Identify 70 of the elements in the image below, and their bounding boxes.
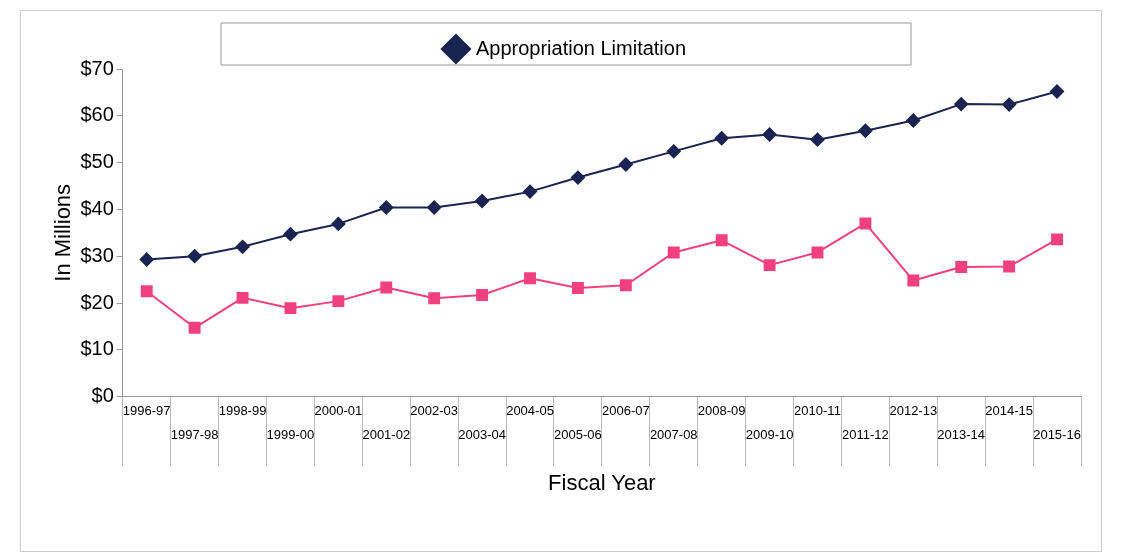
y-tick-label: $10 [80,337,114,360]
point [667,246,680,259]
x-tick-label: 2009-10 [745,426,794,442]
x-tick-label: 1997-98 [170,426,219,442]
point [666,144,681,159]
point [859,217,872,230]
point [619,279,632,292]
point [715,234,728,247]
point [235,239,250,254]
x-tick-label: 1998-99 [218,402,267,418]
point [284,302,297,315]
point [187,249,202,264]
y-tick-label: $70 [80,56,114,79]
point [1002,97,1017,112]
point [139,252,154,267]
x-tick-label: 2005-06 [554,426,602,442]
x-tick-label: 2003-04 [458,426,506,442]
x-tick-label: 2008-09 [697,402,746,418]
point [955,261,968,273]
x-tick-label: 2000-01 [314,402,363,418]
x-tick-label: 2013-14 [937,426,986,442]
x-tick-label: 1999-00 [266,426,315,442]
point [810,132,825,147]
point [1003,260,1016,273]
point [283,227,298,242]
point [475,193,490,208]
point [188,321,201,334]
x-axis-title: Fiscal Year [548,469,656,495]
x-tick-label: 2004-05 [506,402,554,418]
x-tick-label: 2001-02 [362,426,411,442]
point [858,123,873,138]
x-tick-label: 2006-07 [601,402,650,418]
x-tick-label: 2015-16 [1033,426,1081,442]
y-tick-label: $20 [80,290,114,313]
y-tick-label: $50 [80,150,114,173]
point [906,113,921,128]
point [571,282,584,294]
y-tick-label: $30 [80,243,114,266]
point [236,291,249,304]
y-tick-label: $40 [80,196,114,219]
point [523,184,538,199]
point [762,127,777,142]
y-axis-title: In Millions [50,183,76,282]
point [714,131,729,146]
y-tick-label: $0 [91,384,114,407]
x-tick-label: 2011-12 [842,426,889,442]
legend-label: Appropriation Limitation [475,36,687,59]
x-tick-label: 2002-03 [410,402,459,418]
x-tick-label: 1996-97 [122,402,171,418]
x-tick-label: 2010-11 [794,402,841,418]
x-tick-label: 2007-08 [649,426,698,442]
point [570,170,585,185]
point [428,292,441,305]
point [954,97,969,112]
point [524,272,536,285]
point [618,157,633,172]
y-tick-label: $60 [80,103,114,126]
point [379,200,394,215]
point [907,274,920,287]
point [140,285,153,298]
point [763,259,776,272]
point [427,200,442,215]
x-tick-label: 2014-15 [985,402,1033,418]
point [1050,84,1065,99]
x-tick-label: 2012-13 [889,402,938,418]
point [331,216,346,231]
point [380,281,393,294]
point [476,289,489,301]
point [1051,233,1063,246]
point [332,295,345,308]
